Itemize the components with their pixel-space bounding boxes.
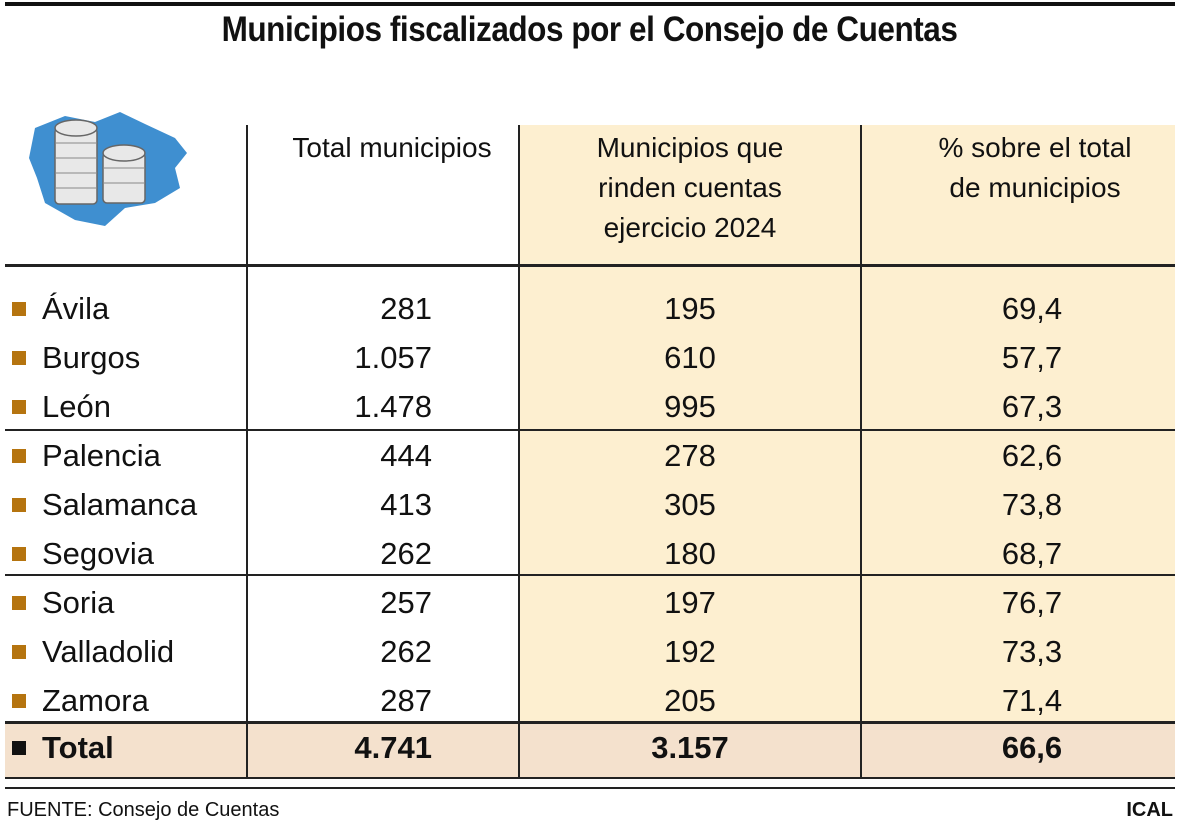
- cell: 195: [664, 291, 716, 326]
- cell: 180: [664, 536, 716, 571]
- bullet: [12, 302, 26, 316]
- row-rule: [5, 787, 1175, 789]
- cell: 413: [380, 487, 432, 522]
- cell: 610: [664, 340, 716, 375]
- cell: 73,8: [1001, 487, 1063, 522]
- row-label: Total: [42, 730, 114, 765]
- row-label: Burgos: [42, 340, 141, 375]
- cell: 197: [664, 585, 716, 620]
- cell: 57,7: [1001, 340, 1063, 375]
- header-cell: Municipios que rinden cuentas ejercicio …: [596, 132, 784, 243]
- top-rule: [5, 2, 1175, 6]
- header-cell: Total municipios: [292, 132, 492, 163]
- column-rule: [246, 125, 248, 778]
- source: FUENTE: Consejo de Cuentas: [7, 799, 280, 821]
- cell: 995: [664, 389, 716, 424]
- column-rule: [518, 125, 520, 778]
- cell: 192: [664, 634, 716, 669]
- cell: 1.478: [354, 389, 432, 424]
- row-label: Valladolid: [42, 634, 175, 669]
- bullet: [12, 596, 26, 610]
- cell: 68,7: [1001, 536, 1063, 571]
- row-rule: [5, 264, 1175, 267]
- cell: 69,4: [1001, 291, 1063, 326]
- title: Municipios fiscalizados por el Consejo d…: [221, 10, 958, 49]
- cell: 257: [380, 585, 432, 620]
- cell: 278: [664, 438, 716, 473]
- cell: 67,3: [1001, 389, 1063, 424]
- cell: 205: [664, 683, 716, 718]
- map-icon: [29, 112, 187, 226]
- total-bg: [5, 722, 1175, 778]
- cell: 262: [380, 536, 432, 571]
- bullet: [12, 645, 26, 659]
- cell: 4.741: [354, 730, 432, 765]
- cell: 281: [380, 291, 432, 326]
- cell: 62,6: [1001, 438, 1063, 473]
- row-label: Soria: [42, 585, 115, 620]
- row-label: Salamanca: [42, 487, 198, 522]
- bullet: [12, 547, 26, 561]
- credit: ICAL: [1126, 799, 1173, 821]
- bullet: [12, 694, 26, 708]
- cell: 305: [664, 487, 716, 522]
- bullet: [12, 741, 26, 755]
- cell: 1.057: [354, 340, 432, 375]
- cell: 76,7: [1001, 585, 1063, 620]
- row-label: Segovia: [42, 536, 155, 571]
- bullet: [12, 498, 26, 512]
- bullet: [12, 449, 26, 463]
- cell: 444: [380, 438, 432, 473]
- cell: 262: [380, 634, 432, 669]
- bullet: [12, 400, 26, 414]
- row-rule: [5, 777, 1175, 779]
- row-rule: [5, 574, 1175, 576]
- row-label: Zamora: [42, 683, 149, 718]
- cell: 71,4: [1001, 683, 1063, 718]
- header-cell: % sobre el total de municipios: [938, 132, 1132, 203]
- cell: 66,6: [1001, 730, 1063, 765]
- row-rule: [5, 429, 1175, 431]
- highlight-columns: [519, 125, 1175, 722]
- cell: 73,3: [1001, 634, 1063, 669]
- row-label: Palencia: [42, 438, 161, 473]
- row-label: Ávila: [42, 291, 110, 326]
- cell: 287: [380, 683, 432, 718]
- bullet: [12, 351, 26, 365]
- row-label: León: [42, 389, 111, 424]
- row-rule: [5, 721, 1175, 724]
- column-rule: [860, 125, 862, 778]
- cell: 3.157: [651, 730, 729, 765]
